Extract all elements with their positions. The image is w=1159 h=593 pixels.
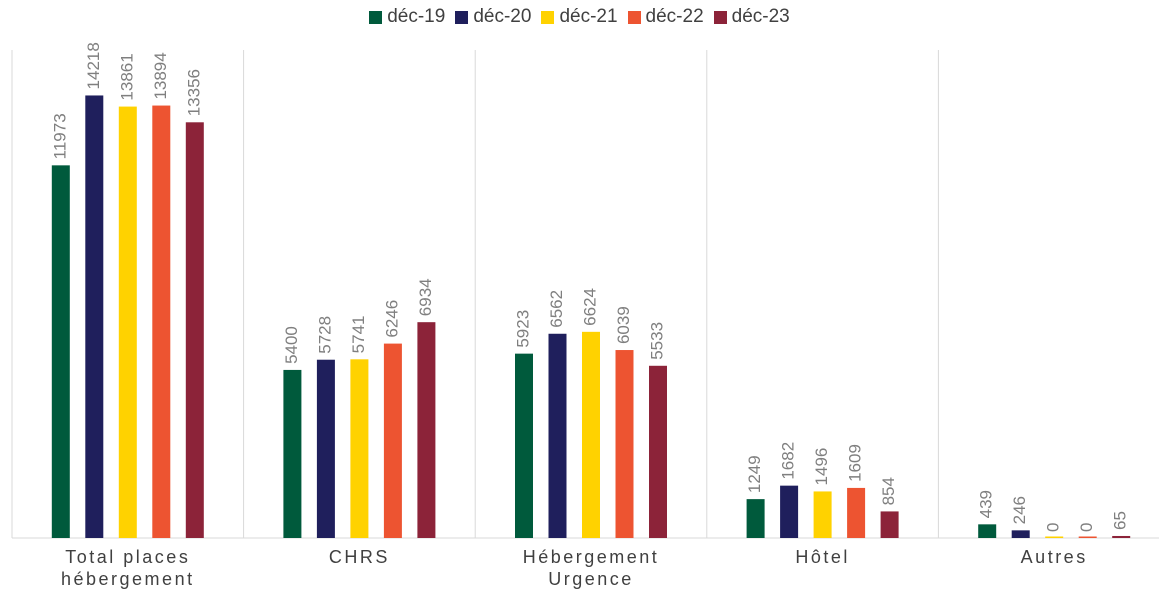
legend-swatch — [455, 10, 469, 24]
data-label: 6624 — [580, 288, 599, 326]
legend-swatch — [369, 10, 383, 24]
data-label: 5741 — [349, 315, 368, 353]
bar — [417, 322, 436, 538]
bar — [51, 165, 70, 538]
legend-item: déc-22 — [627, 6, 704, 28]
legend-swatch — [713, 10, 727, 24]
data-label: 439 — [977, 490, 996, 518]
data-label: 6246 — [382, 300, 401, 338]
bar — [780, 485, 799, 538]
data-label: 65 — [1111, 511, 1130, 530]
data-label: 14218 — [84, 42, 103, 89]
bar — [649, 365, 667, 538]
bar — [746, 499, 765, 538]
bar — [350, 359, 369, 538]
bar — [383, 343, 402, 538]
data-label: 0 — [1077, 523, 1096, 532]
legend-swatch — [627, 10, 641, 24]
bar — [515, 353, 533, 538]
x-tick-label: Hébergement Urgence — [522, 547, 660, 589]
data-label: 1249 — [745, 455, 764, 493]
bar — [978, 524, 997, 538]
data-label: 11973 — [50, 113, 69, 159]
legend-swatch — [541, 10, 555, 24]
bar — [813, 491, 832, 538]
x-tick-label: Autres — [1020, 547, 1088, 567]
data-label: 13861 — [117, 53, 136, 100]
x-tick-label: Hôtel — [795, 547, 850, 567]
bar — [1078, 536, 1097, 538]
legend-item: déc-21 — [541, 6, 618, 28]
bar — [1045, 536, 1064, 538]
legend-label: déc-19 — [387, 6, 446, 27]
bar — [185, 122, 204, 539]
bar — [582, 331, 600, 538]
data-label: 5400 — [282, 326, 301, 364]
data-label: 13894 — [151, 52, 170, 99]
bar — [1011, 530, 1030, 538]
bar — [316, 359, 335, 538]
legend-label: déc-21 — [559, 6, 618, 27]
data-label: 854 — [879, 477, 898, 505]
legend-item: déc-23 — [713, 6, 790, 28]
legend-item: déc-19 — [369, 6, 445, 28]
bar — [283, 369, 302, 538]
bar — [85, 95, 104, 538]
data-label: 246 — [1010, 496, 1029, 524]
bar — [152, 105, 171, 538]
bar — [615, 350, 634, 538]
data-label: 1496 — [812, 448, 831, 486]
legend-label: déc-20 — [473, 6, 532, 27]
bar — [1112, 535, 1131, 538]
data-label: 5923 — [513, 310, 532, 348]
bar — [548, 333, 567, 538]
legend-label: déc-22 — [645, 6, 704, 27]
data-label: 1682 — [779, 442, 798, 480]
data-label: 0 — [1044, 523, 1063, 532]
legend: déc-19 déc-20 déc-21 déc-22 déc-23 — [0, 6, 1159, 28]
legend-label: déc-23 — [731, 6, 790, 27]
bar — [880, 511, 899, 538]
bar — [118, 106, 137, 538]
bar — [847, 487, 866, 538]
x-tick-label: CHRS — [328, 547, 390, 567]
x-tick-label: Total places hébergement — [61, 547, 195, 589]
data-label: 13356 — [184, 69, 203, 116]
data-label: 5728 — [315, 316, 334, 354]
data-label: 6562 — [547, 290, 566, 328]
data-label: 6934 — [416, 278, 435, 316]
data-label: 5533 — [647, 322, 666, 360]
data-label: 1609 — [846, 444, 865, 482]
legend-item: déc-20 — [455, 6, 531, 28]
data-label: 6039 — [614, 306, 633, 344]
